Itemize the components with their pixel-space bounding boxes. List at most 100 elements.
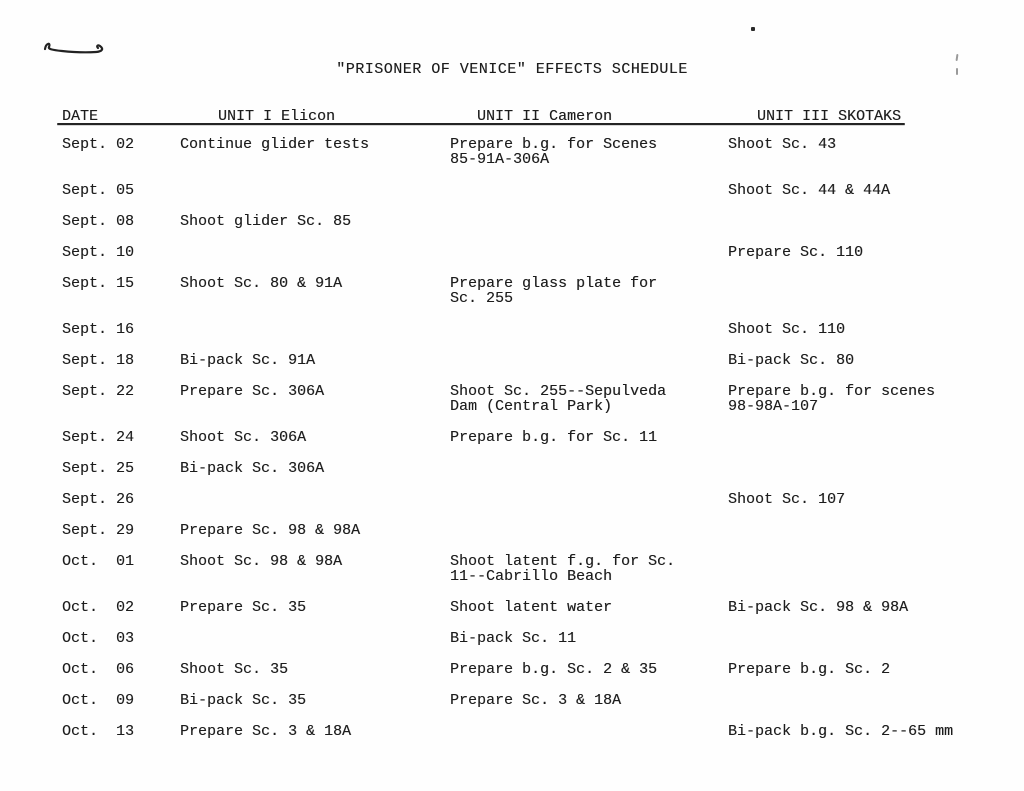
date-cell: Oct. 09 [62,692,135,709]
date-cell: Oct. 01 [62,553,135,570]
unit-2-cell: Prepare glass plate for Sc. 255 [450,275,658,307]
unit-3-cell: Shoot Sc. 44 & 44A [728,182,891,199]
table-row: Sept. 26 Shoot Sc. 107 [62,492,1004,507]
handwritten-pen-stroke-icon [43,42,104,54]
unit-3-cell: Bi-pack b.g. Sc. 2--65 mm [728,723,954,740]
unit-1-cell: Shoot Sc. 98 & 98A [180,553,343,570]
date-cell: Sept. 25 [62,460,135,477]
table-row: Sept. 24 Shoot Sc. 306A Prepare b.g. for… [62,430,1004,445]
table-row: Oct. 06 Shoot Sc. 35 Prepare b.g. Sc. 2 … [62,662,1004,677]
date-cell: Sept. 02 [62,136,135,153]
column-header-date: DATE [62,108,99,125]
table-row: Sept. 05 Shoot Sc. 44 & 44A [62,183,1004,198]
unit-3-cell [728,276,1004,306]
unit-1-cell: Shoot Sc. 306A [180,429,307,446]
schedule-table: Sept. 02 Continue glider tests Prepare b… [62,137,1004,755]
unit-3-cell [728,554,1004,584]
table-header-row: DATE UNIT I Elicon UNIT II Cameron UNIT … [62,108,1004,125]
unit-2-cell: Shoot Sc. 255--Sepulveda Dam (Central Pa… [450,383,667,415]
table-row: Sept. 29 Prepare Sc. 98 & 98A [62,523,1004,538]
unit-3-cell: Shoot Sc. 107 [728,491,846,508]
unit-1-cell: Bi-pack Sc. 306A [180,460,325,477]
unit-3-cell [728,214,1004,229]
scan-edge-mark [956,68,958,75]
unit-2-cell: Prepare b.g. Sc. 2 & 35 [450,661,658,678]
unit-1-cell [180,183,450,198]
unit-1-cell: Prepare Sc. 98 & 98A [180,522,361,539]
unit-2-cell [450,492,728,507]
unit-1-cell [180,245,450,260]
date-cell: Sept. 10 [62,244,135,261]
date-cell: Oct. 06 [62,661,135,678]
unit-2-cell: Prepare b.g. for Sc. 11 [450,429,658,446]
column-header-unit-3: UNIT III SKOTAKS [757,108,902,125]
unit-3-cell [728,693,1004,708]
unit-2-cell: Prepare b.g. for Scenes 85-91A-306A [450,136,658,168]
date-cell: Sept. 24 [62,429,135,446]
unit-2-cell [450,461,728,476]
table-row: Sept. 16 Shoot Sc. 110 [62,322,1004,337]
date-cell: Sept. 18 [62,352,135,369]
date-cell: Sept. 26 [62,491,135,508]
date-cell: Oct. 03 [62,630,135,647]
table-row: Sept. 02 Continue glider tests Prepare b… [62,137,1004,167]
unit-1-cell: Continue glider tests [180,136,370,153]
unit-3-cell [728,631,1004,646]
unit-2-cell: Shoot latent water [450,599,613,616]
unit-1-cell: Prepare Sc. 306A [180,383,325,400]
table-row: Sept. 10 Prepare Sc. 110 [62,245,1004,260]
unit-2-cell [450,523,728,538]
date-cell: Sept. 16 [62,321,135,338]
unit-2-cell [450,214,728,229]
unit-1-cell: Shoot glider Sc. 85 [180,213,352,230]
unit-3-cell [728,461,1004,476]
date-cell: Sept. 29 [62,522,135,539]
unit-3-cell: Prepare b.g. Sc. 2 [728,661,891,678]
unit-3-cell: Bi-pack Sc. 80 [728,352,855,369]
unit-3-cell: Shoot Sc. 110 [728,321,846,338]
unit-1-cell: Prepare Sc. 35 [180,599,307,616]
page-title: "PRISONER OF VENICE" EFFECTS SCHEDULE [336,61,688,78]
unit-3-cell: Prepare Sc. 110 [728,244,864,261]
unit-1-cell: Shoot Sc. 80 & 91A [180,275,343,292]
unit-3-cell [728,430,1004,445]
unit-1-cell: Shoot Sc. 35 [180,661,289,678]
date-cell: Sept. 15 [62,275,135,292]
header-underline-rule [57,123,905,125]
column-header-unit-2: UNIT II Cameron [477,108,613,125]
table-row: Sept. 18 Bi-pack Sc. 91A Bi-pack Sc. 80 [62,353,1004,368]
unit-2-cell [450,245,728,260]
table-row: Sept. 15 Shoot Sc. 80 & 91A Prepare glas… [62,276,1004,306]
unit-1-cell: Bi-pack Sc. 35 [180,692,307,709]
unit-1-cell [180,322,450,337]
date-cell: Oct. 13 [62,723,135,740]
table-row: Oct. 03 Bi-pack Sc. 11 [62,631,1004,646]
unit-3-cell: Shoot Sc. 43 [728,136,837,153]
unit-2-cell: Prepare Sc. 3 & 18A [450,692,622,709]
unit-2-cell [450,353,728,368]
table-row: Sept. 25 Bi-pack Sc. 306A [62,461,1004,476]
unit-1-cell [180,631,450,646]
unit-2-cell [450,724,728,739]
table-row: Oct. 02 Prepare Sc. 35 Shoot latent wate… [62,600,1004,615]
column-header-unit-1: UNIT I Elicon [218,108,336,125]
unit-2-cell [450,322,728,337]
date-cell: Sept. 08 [62,213,135,230]
unit-1-cell [180,492,450,507]
unit-3-cell: Bi-pack Sc. 98 & 98A [728,599,909,616]
date-cell: Sept. 22 [62,383,135,400]
table-row: Oct. 01 Shoot Sc. 98 & 98A Shoot latent … [62,554,1004,584]
date-cell: Sept. 05 [62,182,135,199]
unit-1-cell: Bi-pack Sc. 91A [180,352,316,369]
unit-3-cell: Prepare b.g. for scenes 98-98A-107 [728,383,936,415]
table-row: Sept. 22 Prepare Sc. 306A Shoot Sc. 255-… [62,384,1004,414]
unit-2-cell: Shoot latent f.g. for Sc. 11--Cabrillo B… [450,553,676,585]
table-row: Sept. 08 Shoot glider Sc. 85 [62,214,1004,229]
date-cell: Oct. 02 [62,599,135,616]
unit-2-cell: Bi-pack Sc. 11 [450,630,577,647]
unit-2-cell [450,183,728,198]
table-row: Oct. 13 Prepare Sc. 3 & 18A Bi-pack b.g.… [62,724,1004,739]
unit-1-cell: Prepare Sc. 3 & 18A [180,723,352,740]
table-row: Oct. 09 Bi-pack Sc. 35 Prepare Sc. 3 & 1… [62,693,1004,708]
